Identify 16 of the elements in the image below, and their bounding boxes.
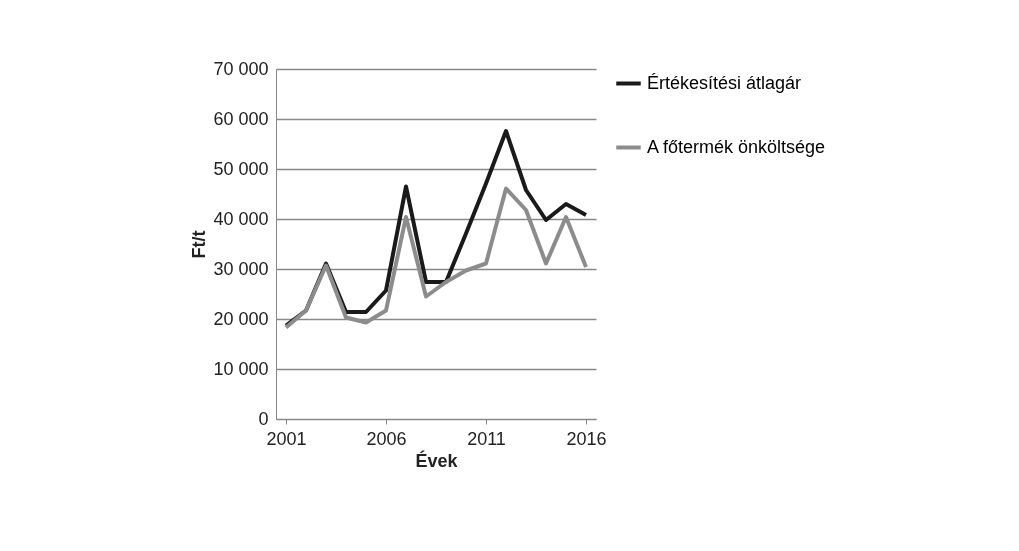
x-tick-label: 2016 bbox=[566, 428, 607, 449]
legend-label: A főtermék önköltsége bbox=[647, 136, 826, 157]
x-tick-label: 2001 bbox=[266, 428, 307, 449]
y-tick-label: 0 bbox=[258, 408, 269, 429]
y-tick-label: 70 000 bbox=[213, 58, 269, 79]
y-tick-label: 50 000 bbox=[213, 158, 269, 179]
y-tick-label: 40 000 bbox=[213, 208, 269, 229]
x-axis-title: Évek bbox=[415, 449, 459, 471]
x-tick-label: 2006 bbox=[366, 428, 407, 449]
y-tick-label: 30 000 bbox=[213, 258, 269, 279]
y-tick-label: 20 000 bbox=[213, 308, 269, 329]
y-axis-title: Ft/t bbox=[189, 230, 210, 259]
y-tick-label: 10 000 bbox=[213, 358, 269, 379]
y-tick-label: 60 000 bbox=[213, 108, 269, 129]
legend-label: Értékesítési átlagár bbox=[647, 72, 802, 93]
x-tick-label: 2011 bbox=[467, 428, 506, 449]
